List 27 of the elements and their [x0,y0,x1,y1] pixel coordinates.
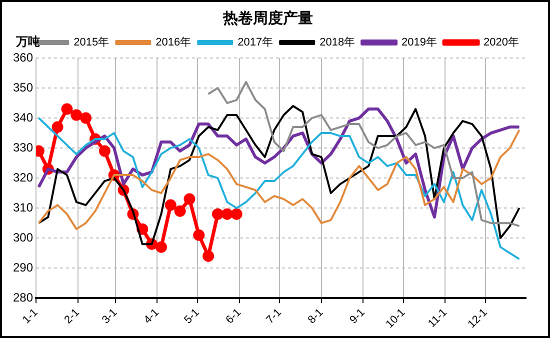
y-tick-label: 300 [12,230,34,244]
legend-label: 2017年 [238,36,274,49]
x-tick-label: 8-1 [306,306,326,326]
x-tick-label: 1-1 [20,306,40,326]
legend-label: 2019年 [402,36,438,49]
y-tick-label: 320 [12,170,34,184]
y-tick-label: 280 [12,290,34,304]
x-tick-label: 7-1 [264,306,284,326]
chart-title: 热卷周度产量 [222,8,313,27]
y-tick-label: 290 [12,260,34,274]
legend-label: 2016年 [156,36,192,49]
x-tick-label: 4-1 [142,306,162,326]
y-tick-label: 350 [12,80,34,94]
x-tick-label: 5-1 [182,306,202,326]
x-tick-label: 11-1 [426,306,450,330]
y-tick-label: 360 [12,50,34,64]
legend-label: 2018年 [320,36,356,49]
x-tick-label: 9-1 [348,306,368,326]
x-tick-label: 2-1 [62,306,82,326]
y-tick-label: 310 [12,200,34,214]
x-tick-label: 3-1 [100,306,120,326]
legend-label: 2015年 [74,36,110,49]
x-tick-label: 6-1 [224,306,244,326]
legend-label: 2020年 [484,36,520,49]
y-tick-label: 340 [12,110,34,124]
y-axis-title: 万吨 [15,34,40,49]
y-tick-label: 330 [12,140,34,154]
